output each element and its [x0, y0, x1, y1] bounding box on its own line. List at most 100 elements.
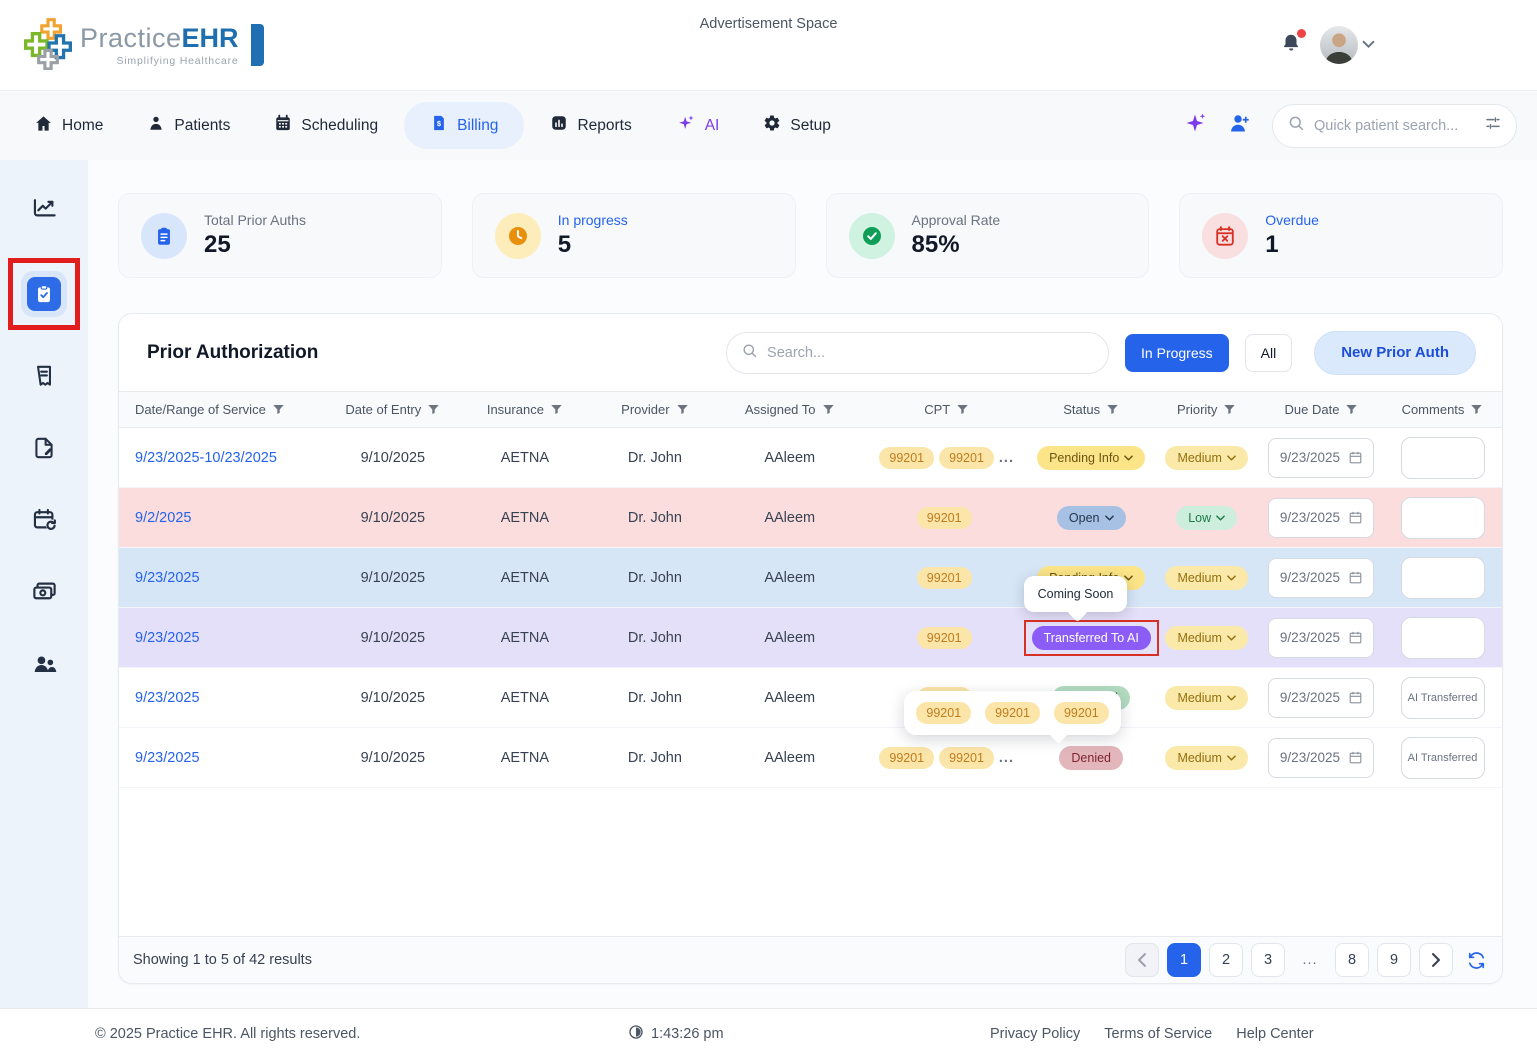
stat-card-approval-rate: Approval Rate 85% — [825, 193, 1150, 278]
date-of-service-link[interactable]: 9/23/2025 — [135, 569, 200, 586]
chevron-down-icon — [1227, 754, 1236, 761]
filter-icon[interactable] — [1345, 403, 1358, 416]
status-pill[interactable]: Transferred To AI — [1031, 625, 1151, 650]
filter-icon[interactable] — [956, 403, 969, 416]
status-pill[interactable]: Pending Info — [1037, 445, 1146, 470]
calendar-icon[interactable] — [1348, 570, 1363, 585]
page-button-9[interactable]: 9 — [1377, 943, 1411, 977]
filter-sliders-icon[interactable] — [1484, 114, 1502, 137]
clock-icon — [628, 1024, 644, 1044]
sidebar-item-prior-auth[interactable] — [21, 271, 67, 317]
ai-sparkle-icon — [676, 113, 696, 138]
calendar-icon[interactable] — [1348, 750, 1363, 765]
sidebar-item-schedule-history[interactable] — [20, 498, 68, 546]
date-of-service-link[interactable]: 9/2/2025 — [135, 509, 192, 526]
all-filter-button[interactable]: All — [1244, 333, 1293, 372]
calendar-icon[interactable] — [1348, 510, 1363, 525]
page-button-1[interactable]: 1 — [1167, 943, 1201, 977]
sidebar-item-patients[interactable] — [20, 642, 68, 690]
comments-input[interactable]: AI Transferred — [1400, 736, 1485, 779]
filter-icon[interactable] — [1470, 403, 1483, 416]
privacy-policy-link[interactable]: Privacy Policy — [990, 1026, 1081, 1042]
priority-pill[interactable]: Medium — [1165, 565, 1248, 590]
ai-sparkle-button[interactable] — [1184, 111, 1208, 140]
new-prior-auth-button[interactable]: New Prior Auth — [1314, 330, 1476, 375]
comments-input[interactable] — [1400, 496, 1485, 539]
chevron-down-icon — [1104, 514, 1114, 521]
calendar-icon[interactable] — [1348, 690, 1363, 705]
page-button-2[interactable]: 2 — [1209, 943, 1243, 977]
notification-bell-button[interactable] — [1280, 28, 1306, 59]
page-button-3[interactable]: 3 — [1251, 943, 1285, 977]
comments-input[interactable]: AI Transferred — [1400, 676, 1485, 719]
filter-icon[interactable] — [550, 403, 563, 416]
date-of-service-link[interactable]: 9/23/2025 — [135, 629, 200, 646]
stat-value: 5 — [557, 231, 572, 258]
cell-assigned-to-text: AAleem — [764, 569, 816, 586]
user-menu[interactable] — [1320, 26, 1375, 64]
prev-page-button[interactable] — [1125, 943, 1159, 977]
comments-input[interactable] — [1400, 616, 1485, 659]
due-date-input[interactable]: 9/23/2025 — [1268, 497, 1375, 538]
due-date-input[interactable]: 9/23/2025 — [1268, 617, 1375, 658]
nav-item-ai[interactable]: AI — [658, 101, 738, 150]
column-label: Provider — [621, 402, 670, 417]
nav-item-home[interactable]: Home — [16, 102, 121, 150]
in-progress-filter-button[interactable]: In Progress — [1125, 333, 1229, 372]
calendar-icon[interactable] — [1348, 450, 1363, 465]
due-date-input[interactable]: 9/23/2025 — [1268, 677, 1375, 718]
terms-of-service-link[interactable]: Terms of Service — [1104, 1026, 1213, 1042]
add-patient-button[interactable] — [1228, 111, 1252, 140]
page-button-8[interactable]: 8 — [1335, 943, 1369, 977]
filter-icon[interactable] — [1106, 403, 1119, 416]
page-footer: © 2025 Practice EHR. All rights reserved… — [0, 1008, 1537, 1059]
priority-pill[interactable]: Medium — [1165, 685, 1248, 710]
date-of-service-link[interactable]: 9/23/2025 — [135, 749, 200, 766]
due-date-input[interactable]: 9/23/2025 — [1268, 437, 1375, 478]
feedback-tab[interactable] — [250, 24, 264, 66]
status-pill[interactable]: Open — [1056, 505, 1126, 530]
nav-item-patients[interactable]: Patients — [129, 102, 248, 149]
date-of-service-link[interactable]: 9/23/2025 — [135, 689, 200, 706]
patient-search-input[interactable] — [1314, 117, 1475, 134]
table-row: 9/23/2025 9/10/2025 AETNA Dr. John AAleem 992… — [119, 575, 1502, 668]
filter-icon[interactable] — [1223, 403, 1236, 416]
table-search-input[interactable] — [767, 344, 1095, 361]
stat-value: 1 — [1265, 231, 1279, 258]
column-label: Status — [1063, 402, 1101, 417]
nav-item-billing[interactable]: $ Billing — [404, 102, 525, 149]
next-page-button[interactable] — [1419, 943, 1453, 977]
filter-icon[interactable] — [427, 403, 440, 416]
filter-icon[interactable] — [272, 403, 285, 416]
avatar[interactable] — [1320, 26, 1358, 64]
refresh-button[interactable] — [1467, 951, 1486, 970]
status-pill[interactable]: Denied — [1059, 745, 1124, 770]
filter-icon[interactable] — [822, 403, 835, 416]
cpt-overflow-dots[interactable]: ... — [998, 449, 1014, 466]
search-icon — [1287, 114, 1305, 137]
sidebar-item-analytics[interactable] — [20, 186, 68, 234]
nav-item-reports[interactable]: Reports — [532, 102, 649, 149]
filter-icon[interactable] — [676, 403, 689, 416]
cell-provider-text: Dr. John — [627, 629, 682, 646]
stat-label: Overdue — [1265, 212, 1319, 228]
help-center-link[interactable]: Help Center — [1236, 1026, 1314, 1042]
cpt-overflow-dots[interactable]: ... — [998, 749, 1014, 766]
priority-pill[interactable]: Medium — [1165, 625, 1248, 650]
priority-pill[interactable]: Medium — [1165, 445, 1248, 470]
comments-input[interactable] — [1400, 436, 1485, 479]
sidebar-item-claims[interactable] — [20, 354, 68, 402]
sidebar-item-payments[interactable] — [20, 570, 68, 618]
priority-pill[interactable]: Medium — [1165, 745, 1248, 770]
date-of-service-link[interactable]: 9/23/2025-10/23/2025 — [135, 449, 277, 466]
due-date-input[interactable]: 9/23/2025 — [1268, 557, 1375, 598]
logo-ehr: EHR — [181, 23, 239, 53]
priority-pill[interactable]: Low — [1176, 505, 1238, 530]
comments-input[interactable] — [1400, 556, 1485, 599]
calendar-icon[interactable] — [1348, 630, 1363, 645]
sidebar-item-documents[interactable] — [20, 426, 68, 474]
nav-item-scheduling[interactable]: Scheduling — [256, 102, 396, 149]
cell-cpt: 99201 99201... — [864, 446, 1029, 469]
due-date-input[interactable]: 9/23/2025 — [1268, 737, 1375, 778]
nav-item-setup[interactable]: Setup — [745, 102, 849, 149]
